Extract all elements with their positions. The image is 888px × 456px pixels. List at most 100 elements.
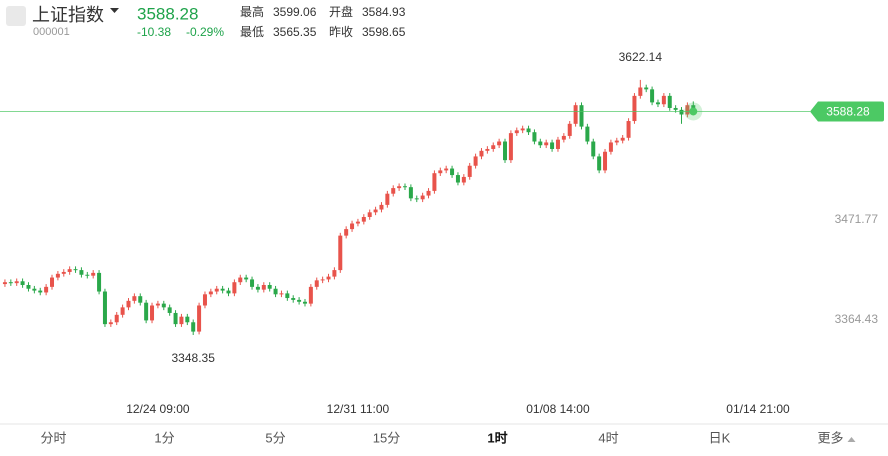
candle-body — [167, 307, 172, 313]
candle-body — [38, 290, 43, 293]
candle-body — [379, 204, 384, 210]
candle-body — [408, 187, 413, 199]
candle-body — [579, 105, 584, 127]
stat-value: 3598.65 — [362, 25, 406, 39]
candle-body — [273, 288, 278, 295]
candle-body — [655, 102, 660, 105]
period-tab[interactable]: 1时 — [487, 430, 507, 445]
candle-body — [267, 285, 272, 289]
candle-body — [202, 294, 207, 306]
candle-body — [244, 277, 249, 280]
candle-body — [467, 165, 472, 177]
candle-body — [114, 314, 119, 323]
period-tab[interactable]: 5分 — [265, 430, 285, 445]
candle-body — [14, 281, 19, 284]
candle-body — [91, 272, 96, 276]
period-tab[interactable]: 4时 — [598, 430, 618, 445]
candle-body — [632, 95, 637, 122]
price-change-pct: -0.29% — [186, 25, 224, 39]
candle-body — [361, 216, 366, 222]
period-tab[interactable]: 1分 — [154, 430, 174, 445]
candle-body — [173, 312, 178, 325]
candle-body — [79, 270, 84, 275]
dropdown-arrow[interactable] — [110, 8, 119, 13]
candle-body — [538, 141, 543, 146]
candle-body — [261, 285, 266, 290]
candle-body — [161, 303, 166, 308]
candle-body — [279, 293, 284, 295]
candle-body — [514, 130, 519, 134]
candle-body — [550, 142, 555, 149]
candle-body — [179, 316, 184, 325]
candle-body — [338, 235, 343, 271]
price-tag: 3588.28 — [826, 105, 870, 119]
candle-body — [485, 148, 490, 151]
candle-body — [355, 221, 360, 224]
candle-body — [526, 128, 531, 133]
x-tick-label: 01/14 21:00 — [726, 402, 790, 416]
candle-body — [497, 141, 502, 146]
period-tab[interactable]: 日K — [709, 430, 731, 445]
candle-body — [61, 271, 66, 274]
candle-body — [20, 281, 25, 285]
candle-body — [67, 269, 72, 272]
candle-body — [520, 128, 525, 131]
candle-body — [614, 140, 619, 143]
candle-body — [661, 95, 666, 105]
candle-body — [138, 296, 143, 303]
stock-icon — [6, 6, 26, 26]
stock-code: 000001 — [33, 26, 70, 38]
candle-body — [285, 293, 290, 299]
candle-body — [367, 212, 372, 217]
period-tab[interactable]: 15分 — [373, 430, 400, 445]
candle-body — [450, 168, 455, 176]
candle-body — [667, 95, 672, 108]
candle-body — [473, 156, 478, 166]
candle-body — [350, 223, 355, 230]
candle-body — [555, 139, 560, 149]
period-tabs: 分时 1分 5分 15分 1时 4时 日K 更多 — [40, 430, 856, 445]
candle-body — [491, 145, 496, 149]
period-tab[interactable]: 更多 — [817, 430, 843, 445]
candle-body — [238, 277, 243, 283]
candle-body — [255, 286, 260, 290]
candle-body — [2, 282, 7, 285]
candle-body — [532, 132, 537, 142]
candle-body — [508, 133, 513, 161]
candle-body — [414, 198, 419, 200]
stat-label: 最高 — [240, 4, 264, 19]
candle-body — [102, 291, 107, 325]
candle-body — [26, 285, 31, 289]
candle-body — [402, 186, 408, 188]
candle-body — [608, 142, 613, 152]
candle-body — [479, 150, 484, 157]
plot-area: 3364.43 3471.77 12/24 09:00 12/31 11:00 01/0… — [0, 50, 884, 416]
candle-body — [291, 298, 296, 300]
stat-value: 3565.35 — [273, 25, 317, 39]
candle-body — [302, 301, 307, 304]
candle-body — [503, 141, 508, 161]
candle-body — [344, 229, 349, 236]
candle-body — [220, 288, 225, 291]
stock-name[interactable]: 上证指数 — [32, 5, 104, 25]
candle-body — [50, 277, 55, 287]
period-tab[interactable]: 分时 — [40, 430, 66, 445]
more-arrow[interactable] — [847, 437, 856, 442]
candle-body — [638, 87, 643, 96]
x-tick-label: 01/08 14:00 — [526, 402, 590, 416]
price-change: -10.38 — [137, 25, 171, 39]
candle-body — [620, 137, 625, 141]
candle-body — [679, 109, 684, 115]
candle-body — [591, 141, 596, 157]
candle-body — [250, 279, 255, 287]
candle-body — [397, 186, 402, 189]
x-tick-label: 12/24 09:00 — [126, 402, 190, 416]
candle-body — [85, 274, 90, 276]
candle-body — [332, 270, 337, 277]
quote-stats: 最高 3599.06 开盘 3584.93 最低 3565.35 昨收 3598.65 — [240, 4, 406, 39]
candle-body — [191, 322, 196, 332]
x-tick-label: 12/31 11:00 — [327, 402, 390, 416]
candle-body — [561, 135, 566, 140]
